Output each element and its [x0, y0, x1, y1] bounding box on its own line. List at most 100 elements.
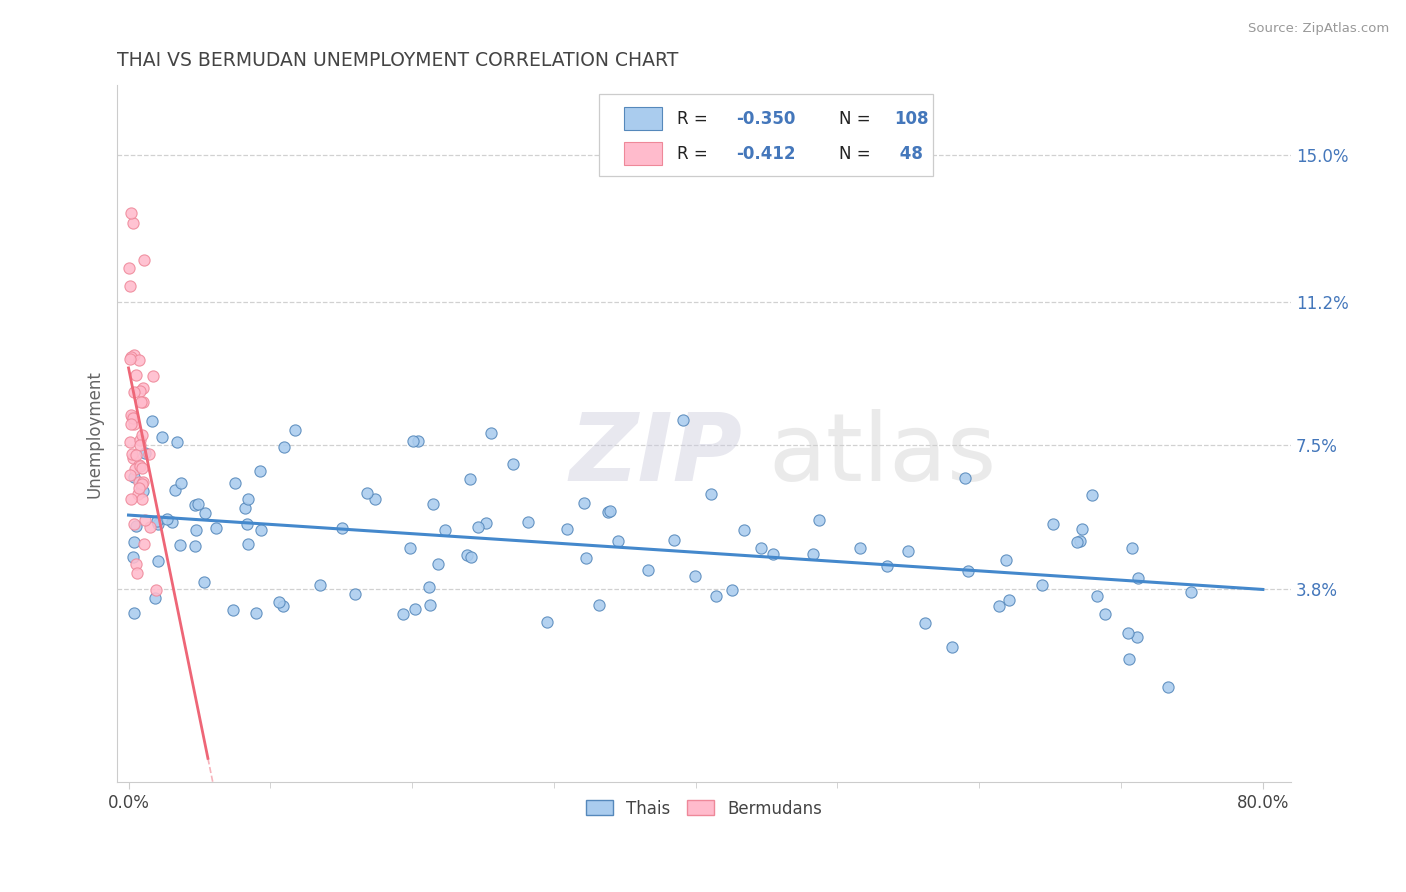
Point [721, 582, 744, 597]
Point [169, 476, 191, 491]
Point [332, 520, 354, 534]
Point [897, 543, 920, 558]
Point [460, 549, 482, 564]
Point [125, 368, 148, 382]
Point [141, 414, 163, 428]
Point [146, 554, 169, 568]
Point [131, 381, 153, 395]
Point [124, 417, 146, 432]
Point [125, 558, 148, 572]
Point [150, 430, 173, 444]
FancyBboxPatch shape [624, 107, 662, 129]
Point [343, 587, 366, 601]
Point [120, 417, 142, 432]
Point [516, 515, 538, 529]
Point [941, 640, 963, 654]
Point [121, 410, 143, 425]
Point [572, 496, 595, 510]
Point [502, 457, 524, 471]
Point [1042, 516, 1064, 531]
Point [224, 475, 246, 490]
Point [128, 475, 150, 489]
Point [127, 566, 149, 581]
Text: R =: R = [678, 145, 713, 162]
Text: atlas: atlas [769, 409, 997, 500]
Point [356, 486, 378, 500]
Point [156, 512, 179, 526]
Point [145, 583, 167, 598]
Point [221, 603, 243, 617]
Point [122, 348, 145, 362]
Point [128, 353, 150, 368]
Point [120, 206, 142, 220]
Point [131, 492, 153, 507]
Point [1118, 652, 1140, 666]
Point [245, 607, 267, 621]
Point [184, 539, 207, 553]
Point [131, 460, 153, 475]
Point [120, 409, 142, 423]
Text: N =: N = [839, 110, 876, 128]
Point [1094, 607, 1116, 621]
Point [998, 592, 1021, 607]
Point [131, 428, 153, 442]
Point [205, 520, 228, 534]
Point [575, 551, 598, 566]
Point [399, 541, 422, 556]
Point [120, 351, 142, 365]
Point [118, 352, 141, 367]
Point [165, 483, 187, 497]
Text: Source: ZipAtlas.com: Source: ZipAtlas.com [1249, 22, 1389, 36]
Point [588, 599, 610, 613]
Point [683, 568, 706, 582]
Point [166, 435, 188, 450]
Point [363, 492, 385, 507]
Point [456, 548, 478, 562]
Point [807, 513, 830, 527]
Point [129, 433, 152, 447]
Point [1080, 488, 1102, 502]
Point [128, 437, 150, 451]
Point [607, 533, 630, 548]
Point [121, 451, 143, 466]
Point [555, 523, 578, 537]
Point [953, 471, 976, 485]
Point [148, 516, 170, 531]
Point [125, 448, 148, 462]
Point [309, 577, 332, 591]
Point [132, 252, 155, 267]
Point [143, 591, 166, 605]
Text: ZIP: ZIP [569, 409, 742, 500]
Point [1121, 541, 1143, 555]
Text: -0.350: -0.350 [735, 110, 796, 128]
Point [1031, 578, 1053, 592]
Point [849, 541, 872, 555]
Point [118, 278, 141, 293]
Point [762, 547, 785, 561]
Point [184, 499, 207, 513]
Point [637, 563, 659, 577]
Point [118, 260, 141, 275]
Point [995, 553, 1018, 567]
Point [134, 537, 156, 551]
Point [479, 426, 502, 441]
Point [121, 410, 143, 425]
Point [121, 550, 143, 565]
Point [700, 487, 723, 501]
Point [801, 547, 824, 561]
Point [160, 516, 183, 530]
Point [193, 575, 215, 590]
Point [392, 607, 415, 621]
Point [749, 541, 772, 556]
Point [402, 434, 425, 449]
Point [122, 385, 145, 400]
Point [249, 464, 271, 478]
Point [672, 412, 695, 426]
Point [956, 564, 979, 578]
Legend: Thais, Bermudans: Thais, Bermudans [579, 793, 828, 824]
Point [169, 538, 191, 552]
Point [1069, 533, 1091, 548]
Point [284, 423, 307, 437]
Point [404, 602, 426, 616]
Point [122, 534, 145, 549]
